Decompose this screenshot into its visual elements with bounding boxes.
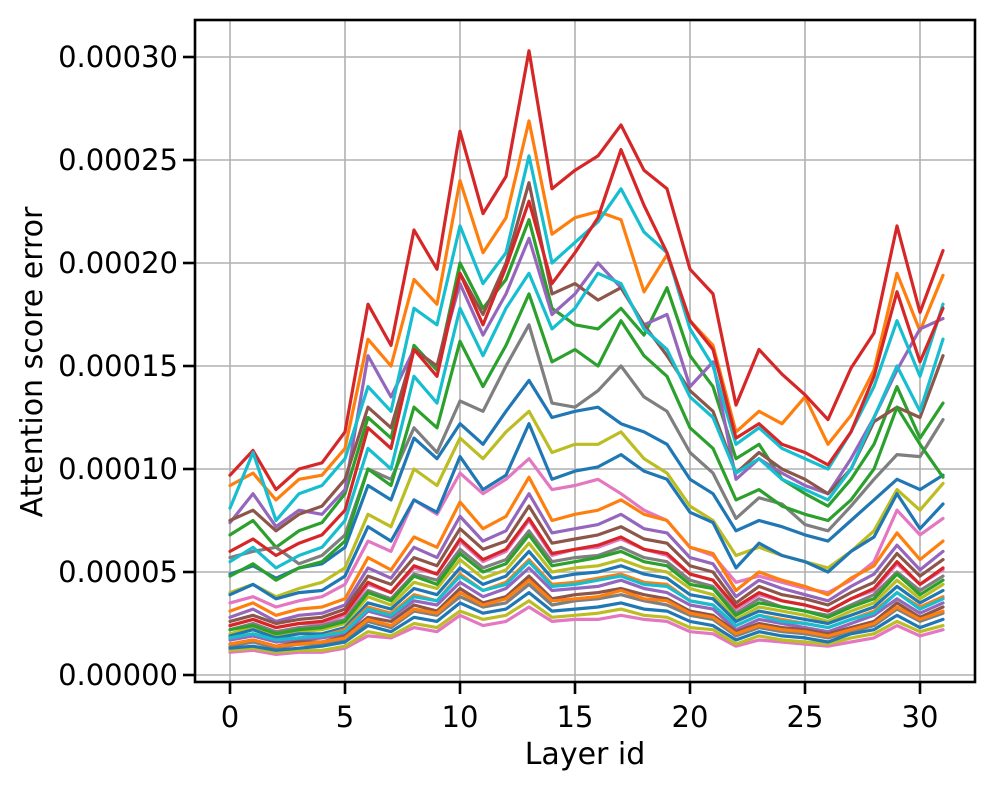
series-23-line [228, 516, 945, 630]
y-tick-label-0.00010: 0.00010 [58, 452, 178, 486]
series-28-line [228, 599, 945, 654]
axes-spines [193, 18, 977, 684]
series-30-line [228, 590, 945, 652]
series-9-line [228, 154, 945, 523]
series-11-line [228, 475, 945, 617]
y-tick-label-0.00015: 0.00015 [58, 349, 178, 383]
series-20-line [228, 549, 945, 640]
series-26-line [228, 605, 945, 657]
y-tick-label-0.00030: 0.00030 [58, 40, 178, 74]
y-tick-label-0.00000: 0.00000 [58, 658, 178, 692]
series-13-line [228, 148, 945, 558]
series-layer [228, 49, 945, 657]
x-tick-label-5: 5 [336, 700, 354, 734]
tick-layer: 0 5 10 15 20 25 30 0.00000 0.00005 0.00010 0.00015… [58, 40, 938, 734]
x-tick-label-10: 10 [442, 700, 479, 734]
y-tick-label-0.00005: 0.00005 [58, 555, 178, 589]
x-tick-label-0: 0 [221, 700, 239, 734]
series-3-line [228, 49, 945, 492]
series-22-line [228, 533, 945, 636]
series-10-line [228, 422, 945, 601]
series-19-line [228, 271, 945, 570]
x-tick-label-25: 25 [787, 700, 824, 734]
x-tick-label-15: 15 [557, 700, 594, 734]
series-27-line [228, 582, 945, 650]
series-8-line [228, 409, 945, 599]
y-axis-label: Attention score error [15, 206, 50, 517]
x-tick-label-30: 30 [902, 700, 939, 734]
series-15-line [228, 504, 945, 626]
plot-border [193, 18, 977, 684]
y-tick-label-0.00020: 0.00020 [58, 246, 178, 280]
y-tick-label-0.00025: 0.00025 [58, 143, 178, 177]
series-31-line [228, 578, 945, 648]
x-tick-label-20: 20 [672, 700, 709, 734]
series-12-line [228, 292, 945, 582]
series-29-line [228, 560, 945, 642]
series-14-line [228, 492, 945, 624]
series-1-line [228, 119, 945, 502]
series-2-line [228, 218, 945, 549]
x-axis-label: Layer id [525, 737, 646, 772]
series-0-line [228, 378, 945, 580]
